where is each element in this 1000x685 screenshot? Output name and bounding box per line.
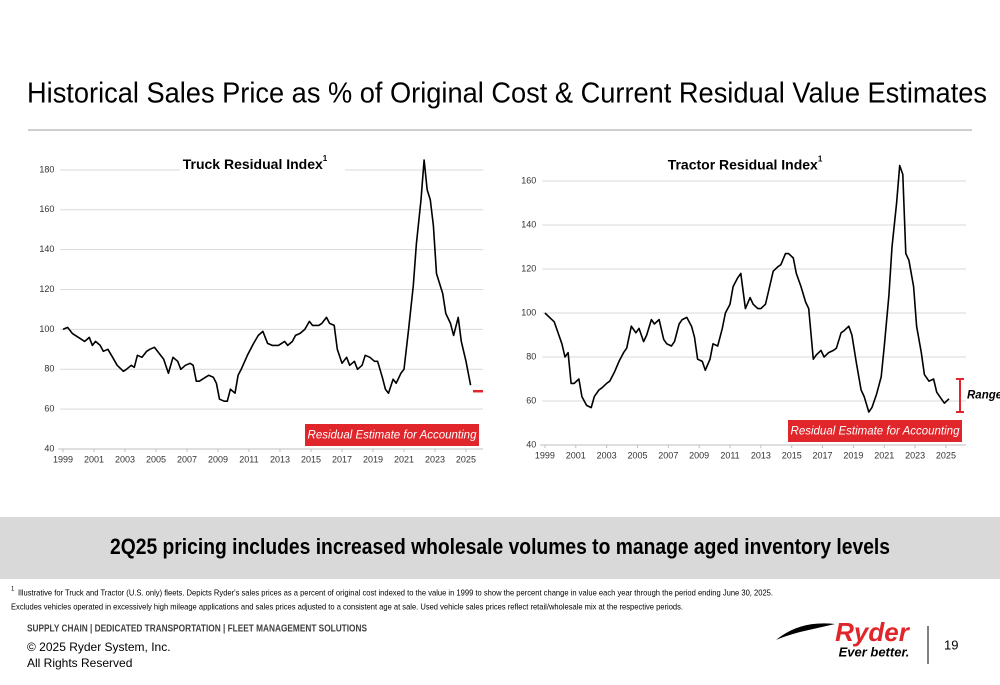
banner-text: 2Q25 pricing includes increased wholesal…	[110, 534, 890, 559]
x-tick-label: 2017	[813, 450, 833, 460]
logo-tagline: Ever better.	[839, 644, 910, 659]
chart-title-note: 1	[818, 155, 823, 164]
x-tick-label: 2013	[751, 450, 771, 460]
x-tick-label: 2009	[208, 454, 228, 464]
y-tick-label: 160	[39, 204, 54, 214]
footnote-mark: 1	[11, 587, 15, 593]
chart-title: Truck Residual Index1	[183, 154, 328, 172]
banner	[0, 517, 1000, 579]
copyright: © 2025 Ryder System, Inc.	[27, 640, 171, 654]
title-bg	[670, 156, 835, 177]
x-tick-label: 2007	[177, 454, 197, 464]
y-tick-label: 120	[39, 284, 54, 294]
y-tick-label: 160	[521, 175, 536, 185]
logo-name: Ryder	[835, 617, 911, 647]
x-tick-label: 2011	[720, 450, 739, 460]
footnote: Excludes vehicles operated in excessivel…	[11, 601, 683, 611]
logo-swoosh	[776, 623, 835, 640]
x-tick-label: 2021	[874, 450, 894, 460]
x-tick-label: 2019	[363, 454, 383, 464]
x-tick-label: 2001	[84, 454, 104, 464]
x-tick-label: 2007	[658, 450, 678, 460]
y-tick-label: 60	[526, 395, 536, 405]
title-bg	[180, 156, 345, 176]
range-label: Range	[967, 390, 1000, 402]
y-tick-label: 100	[39, 324, 54, 334]
x-tick-label: 2019	[843, 450, 863, 460]
y-tick-label: 140	[39, 244, 54, 254]
series-line	[62, 159, 472, 402]
annotation-box	[788, 420, 962, 442]
y-tick-label: 140	[521, 219, 536, 229]
footer-tagline: SUPPLY CHAIN | DEDICATED TRANSPORTATION …	[27, 624, 367, 635]
x-tick-label: 2009	[689, 450, 709, 460]
y-tick-label: 40	[526, 439, 536, 449]
x-tick-label: 2003	[115, 454, 135, 464]
annotation-box	[305, 424, 479, 446]
x-tick-label: 1999	[53, 454, 73, 464]
rights: All Rights Reserved	[27, 656, 132, 670]
chart-title-note: 1	[323, 154, 328, 163]
y-tick-label: 180	[39, 164, 54, 174]
x-tick-label: 2001	[566, 450, 586, 460]
y-tick-label: 120	[521, 263, 536, 273]
chart-title-text: Tractor Residual Index	[668, 156, 818, 172]
y-tick-label: 60	[44, 404, 54, 414]
x-tick-label: 2017	[332, 454, 352, 464]
x-tick-label: 2025	[936, 450, 956, 460]
x-tick-label: 2025	[456, 454, 476, 464]
footnote: Illustrative for Truck and Tractor (U.S.…	[18, 587, 773, 597]
x-tick-label: 2023	[905, 450, 925, 460]
range-bracket	[956, 378, 964, 413]
x-tick-label: 2013	[270, 454, 290, 464]
x-tick-label: 1999	[535, 450, 555, 460]
series-line	[544, 164, 950, 413]
y-tick-label: 80	[44, 364, 54, 374]
y-tick-label: 40	[44, 443, 54, 453]
x-tick-label: 2023	[425, 454, 445, 464]
chart-title: Tractor Residual Index1	[668, 155, 823, 173]
x-tick-label: 2015	[782, 450, 802, 460]
y-tick-label: 80	[526, 351, 536, 361]
page-number: 19	[944, 637, 958, 652]
x-tick-label: 2005	[146, 454, 166, 464]
chart-title-text: Truck Residual Index	[183, 156, 323, 172]
annotation: Residual Estimate for Accounting	[791, 426, 961, 438]
x-tick-label: 2021	[394, 454, 414, 464]
y-tick-label: 100	[521, 307, 536, 317]
x-tick-label: 2003	[597, 450, 617, 460]
slide-title: Historical Sales Price as % of Original …	[27, 78, 987, 110]
x-tick-label: 2011	[239, 454, 258, 464]
x-tick-label: 2005	[627, 450, 647, 460]
x-tick-label: 2015	[301, 454, 321, 464]
annotation: Residual Estimate for Accounting	[308, 430, 478, 442]
